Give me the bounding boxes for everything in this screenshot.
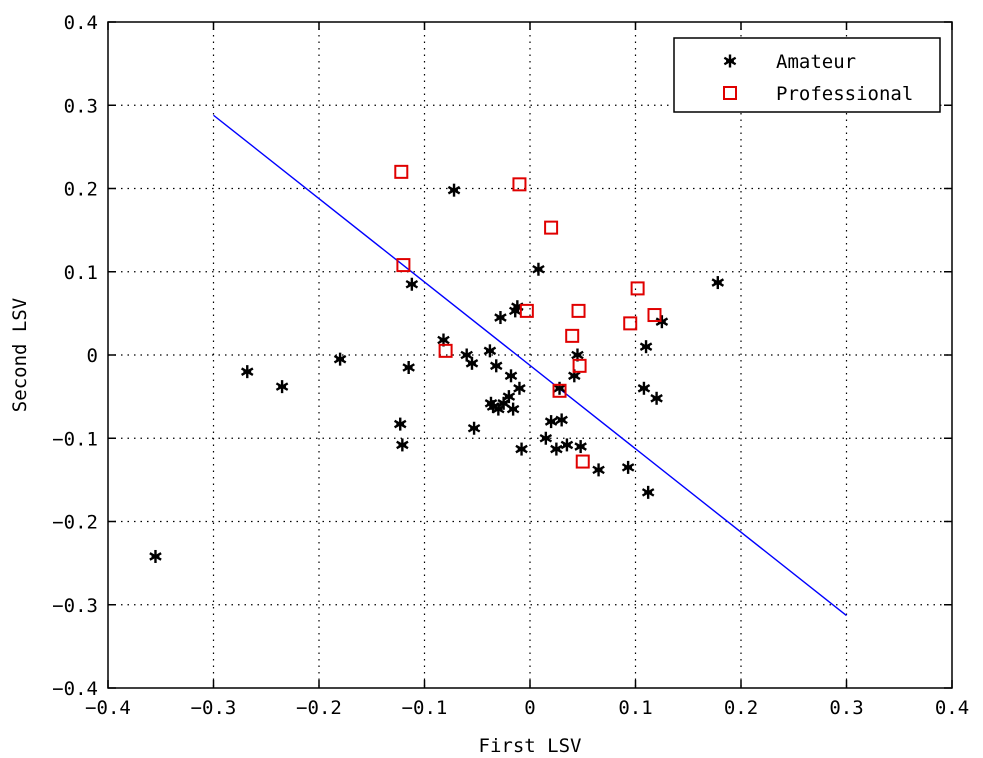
professional-point	[519, 303, 534, 318]
professional-point	[394, 164, 409, 179]
x-axis-label: First LSV	[479, 735, 582, 757]
amateur-point	[641, 485, 655, 499]
amateur-point	[402, 360, 415, 374]
legend-marker-professional	[723, 86, 737, 100]
amateur-point	[650, 391, 663, 405]
fit-lines	[213, 114, 847, 617]
amateur-point	[483, 344, 497, 358]
amateur-point	[275, 380, 289, 394]
y-tick-label: −0.3	[52, 595, 98, 617]
professional-point	[565, 328, 580, 343]
legend-label-professional: Professional	[776, 83, 913, 105]
y-tick-label: 0.3	[64, 95, 98, 117]
y-tick-label: −0.4	[52, 678, 98, 700]
data-points	[149, 164, 725, 563]
amateur-point	[460, 348, 473, 362]
professional-point	[438, 343, 453, 358]
amateur-point	[711, 276, 725, 290]
x-tick-label: 0	[524, 697, 535, 719]
series-amateur	[149, 183, 725, 563]
amateur-point	[504, 369, 518, 383]
professional-point	[512, 177, 527, 192]
amateur-point	[544, 415, 558, 429]
professional-point	[396, 258, 411, 273]
amateur-point	[149, 549, 162, 563]
amateur-point	[553, 381, 566, 395]
legend-label-amateur: Amateur	[776, 51, 856, 73]
legend-square-icon	[723, 86, 737, 100]
professional-point	[623, 316, 638, 331]
x-tick-label: −0.4	[85, 697, 131, 719]
amateur-point	[655, 315, 669, 329]
y-tick-label: 0.2	[64, 179, 98, 201]
amateur-point	[467, 421, 481, 435]
x-tick-labels: −0.4 −0.3 −0.2 −0.1 0 0.1 0.2 0.3 0.4	[85, 697, 969, 719]
professional-point	[575, 454, 590, 469]
professional-point	[571, 303, 586, 318]
professional-point	[630, 281, 645, 296]
y-tick-label: −0.2	[52, 512, 98, 534]
amateur-point	[532, 262, 545, 276]
amateur-point	[574, 440, 587, 454]
professional-point	[647, 308, 662, 323]
y-tick-label: 0.4	[64, 12, 98, 34]
legend-asterisk-icon	[723, 54, 737, 68]
amateur-point	[506, 402, 520, 416]
tick-marks	[107, 21, 953, 689]
amateur-point	[637, 381, 651, 395]
legend: Amateur Professional	[673, 37, 941, 113]
amateur-point	[241, 365, 254, 379]
x-tick-label: 0.3	[829, 697, 863, 719]
legend-box	[673, 37, 941, 113]
x-tick-label: 0.4	[935, 697, 969, 719]
amateur-point	[568, 369, 581, 383]
amateur-point	[560, 438, 574, 452]
amateur-point	[447, 183, 461, 197]
amateur-point	[621, 460, 635, 474]
y-tick-label: 0.1	[64, 262, 98, 284]
amateur-point	[513, 381, 526, 395]
series-professional	[394, 164, 662, 469]
fit-line	[213, 114, 847, 617]
amateur-point	[492, 402, 505, 416]
amateur-point	[502, 390, 516, 404]
y-axis-label: Second LSV	[9, 298, 31, 412]
amateur-point	[333, 352, 347, 366]
x-tick-label: −0.1	[402, 697, 448, 719]
amateur-point	[539, 431, 553, 445]
amateur-point	[592, 463, 605, 477]
amateur-point	[550, 442, 563, 456]
professional-point	[552, 383, 567, 398]
amateur-point	[405, 277, 419, 291]
legend-marker-amateur	[723, 54, 737, 68]
amateur-point	[393, 417, 407, 431]
x-tick-label: 0.1	[618, 697, 652, 719]
professional-point	[572, 358, 587, 373]
amateur-point	[396, 438, 409, 452]
amateur-point	[494, 311, 507, 325]
amateur-point	[639, 340, 653, 354]
x-tick-label: 0.2	[724, 697, 758, 719]
professional-point	[544, 220, 559, 235]
amateur-point	[555, 413, 568, 427]
x-tick-label: −0.3	[191, 697, 237, 719]
y-tick-label: −0.1	[52, 428, 98, 450]
amateur-point	[515, 442, 528, 456]
amateur-point	[489, 359, 503, 373]
x-tick-label: −0.2	[296, 697, 342, 719]
amateur-point	[465, 356, 479, 370]
y-tick-label: 0	[87, 345, 98, 367]
y-tick-labels: −0.4 −0.3 −0.2 −0.1 0 0.1 0.2 0.3 0.4	[52, 12, 98, 700]
